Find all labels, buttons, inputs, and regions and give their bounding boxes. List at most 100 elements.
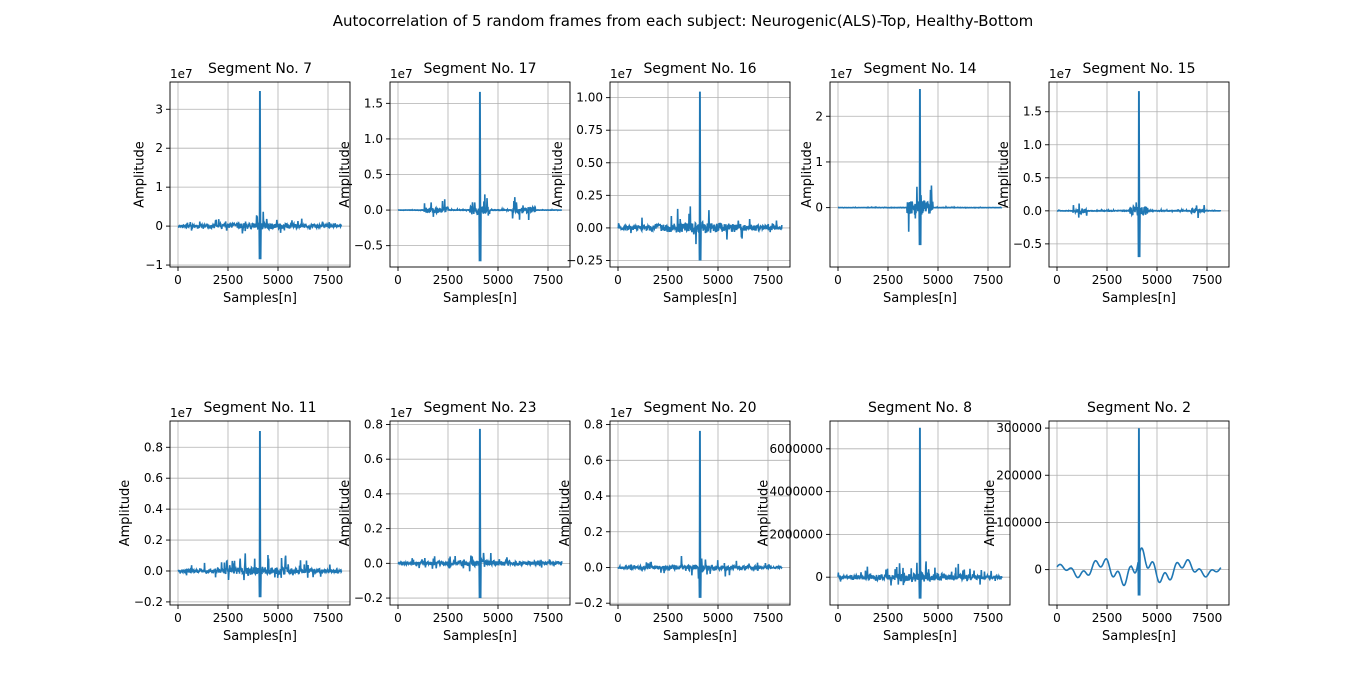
y-tick-label: 0.6 <box>144 471 163 485</box>
y-tick-label: 200000 <box>996 468 1042 482</box>
x-axis-label: Samples[n] <box>883 291 957 306</box>
x-tick-label: 0 <box>614 273 622 287</box>
x-tick-label: 0 <box>1053 611 1061 625</box>
y-tick-label: 1.5 <box>364 96 383 110</box>
subplot-grid: 0 2500 5000 7500 −1 0 1 2 3 1e7 Segment No. 7 Sampl… <box>118 61 1230 644</box>
x-tick-label: 5000 <box>923 611 954 625</box>
series-line <box>397 428 563 599</box>
x-axis-label: Samples[n] <box>223 629 297 644</box>
subplot-title: Segment No. 11 <box>204 400 317 416</box>
y-tick-label: 1.0 <box>1023 138 1042 152</box>
y-offset-label: 1e7 <box>610 406 633 420</box>
y-axis-label: Amplitude <box>757 480 772 547</box>
y-axis-label: Amplitude <box>551 141 566 208</box>
x-tick-label: 7500 <box>533 273 564 287</box>
x-tick-label: 5000 <box>1142 273 1173 287</box>
x-tick-label: 2500 <box>653 273 684 287</box>
x-axis-label: Samples[n] <box>443 629 517 644</box>
y-tick-label: 1 <box>815 155 823 169</box>
x-tick-label: 2500 <box>213 611 244 625</box>
subplot-title: Segment No. 17 <box>424 61 537 77</box>
y-tick-label: 2 <box>815 109 823 123</box>
subplot-1: 0 2500 5000 7500 −1 0 1 2 3 1e7 Segment No. 7 Sampl… <box>133 61 351 306</box>
axes-frame <box>1048 81 1230 268</box>
x-tick-label: 7500 <box>1192 611 1223 625</box>
y-axis-label: Amplitude <box>558 480 573 547</box>
subplot-3: 0 2500 5000 7500 −0.25 0.00 0.25 0.50 0.75 1.00 1e… <box>551 61 791 306</box>
y-tick-label: 2 <box>155 141 163 155</box>
series-line <box>1056 91 1222 258</box>
axes-frame <box>169 81 351 268</box>
x-tick-label: 2500 <box>873 611 904 625</box>
y-offset-label: 1e7 <box>170 406 193 420</box>
series-line <box>177 90 343 260</box>
x-tick-label: 7500 <box>533 611 564 625</box>
x-axis-label: Samples[n] <box>1102 291 1176 306</box>
x-tick-label: 7500 <box>1192 273 1223 287</box>
y-tick-label: 3 <box>155 102 163 116</box>
x-axis-label: Samples[n] <box>663 291 737 306</box>
y-tick-label: 0.6 <box>364 452 383 466</box>
subplot-5: 0 2500 5000 7500 −0.5 0.0 0.5 1.0 1.5 1e7 Segment … <box>997 61 1230 306</box>
x-tick-label: 0 <box>834 273 842 287</box>
y-offset-label: 1e7 <box>1049 67 1072 81</box>
y-offset-label: 1e7 <box>170 67 193 81</box>
y-tick-label: −0.5 <box>354 239 383 253</box>
y-axis-label: Amplitude <box>338 141 353 208</box>
subplot-9: 0 2500 5000 7500 0 2000000 4000000 6000000 Segme… <box>757 400 1011 644</box>
y-tick-label: 1.5 <box>1023 105 1042 119</box>
figure-suptitle: Autocorrelation of 5 random frames from … <box>333 12 1034 30</box>
axes-frame <box>829 81 1011 268</box>
y-tick-label: 0.75 <box>576 123 603 137</box>
series-line <box>397 91 562 262</box>
series-line <box>837 427 1003 599</box>
x-tick-label: 5000 <box>483 611 514 625</box>
y-tick-label: −1 <box>145 258 163 272</box>
x-axis-label: Samples[n] <box>663 629 737 644</box>
subplot-4: 0 2500 5000 7500 0 1 2 1e7 Segment No. 14 Samples… <box>800 61 1011 306</box>
y-tick-label: −0.2 <box>134 595 163 609</box>
y-tick-label: 0.5 <box>364 168 383 182</box>
x-tick-label: 2500 <box>433 611 464 625</box>
y-tick-label: 0.0 <box>1023 204 1042 218</box>
y-tick-label: 0.50 <box>576 156 603 170</box>
x-tick-label: 7500 <box>313 273 344 287</box>
y-tick-label: 0 <box>815 570 823 584</box>
axes-frame <box>1048 420 1230 606</box>
y-axis-label: Amplitude <box>133 141 148 208</box>
x-tick-label: 0 <box>834 611 842 625</box>
x-tick-label: 7500 <box>973 611 1004 625</box>
x-tick-label: 7500 <box>753 273 784 287</box>
subplot-title: Segment No. 14 <box>864 61 977 77</box>
x-tick-label: 5000 <box>923 273 954 287</box>
subplot-title: Segment No. 8 <box>868 400 972 416</box>
x-axis-label: Samples[n] <box>1102 629 1176 644</box>
x-axis-label: Samples[n] <box>223 291 297 306</box>
subplot-title: Segment No. 16 <box>644 61 757 77</box>
y-offset-label: 1e7 <box>610 67 633 81</box>
y-tick-label: 0.8 <box>364 417 383 431</box>
series-line <box>837 88 1003 246</box>
y-axis-label: Amplitude <box>800 141 815 208</box>
x-tick-label: 7500 <box>313 611 344 625</box>
x-tick-label: 0 <box>1053 273 1061 287</box>
x-tick-label: 0 <box>614 611 622 625</box>
axes-frame <box>389 420 571 606</box>
y-tick-label: 0.2 <box>144 533 163 547</box>
y-tick-label: 0.6 <box>584 453 603 467</box>
subplot-10: 0 2500 5000 7500 0 100000 200000 300000 Segment … <box>983 400 1230 644</box>
y-tick-label: −0.25 <box>566 253 603 267</box>
y-tick-label: 0.25 <box>576 188 603 202</box>
x-tick-label: 2500 <box>1092 273 1123 287</box>
y-tick-label: −0.5 <box>1013 237 1042 251</box>
subplot-title: Segment No. 2 <box>1087 400 1191 416</box>
axes-frame <box>169 420 351 606</box>
y-tick-label: 0.8 <box>144 440 163 454</box>
y-tick-label: 1 <box>155 180 163 194</box>
series-line <box>617 430 783 598</box>
subplot-title: Segment No. 20 <box>644 400 757 416</box>
subplot-8: 0 2500 5000 7500 −0.2 0.0 0.2 0.4 0.6 0.8 1e7 Segme… <box>558 400 791 644</box>
x-tick-label: 5000 <box>483 273 514 287</box>
y-axis-label: Amplitude <box>983 480 998 547</box>
